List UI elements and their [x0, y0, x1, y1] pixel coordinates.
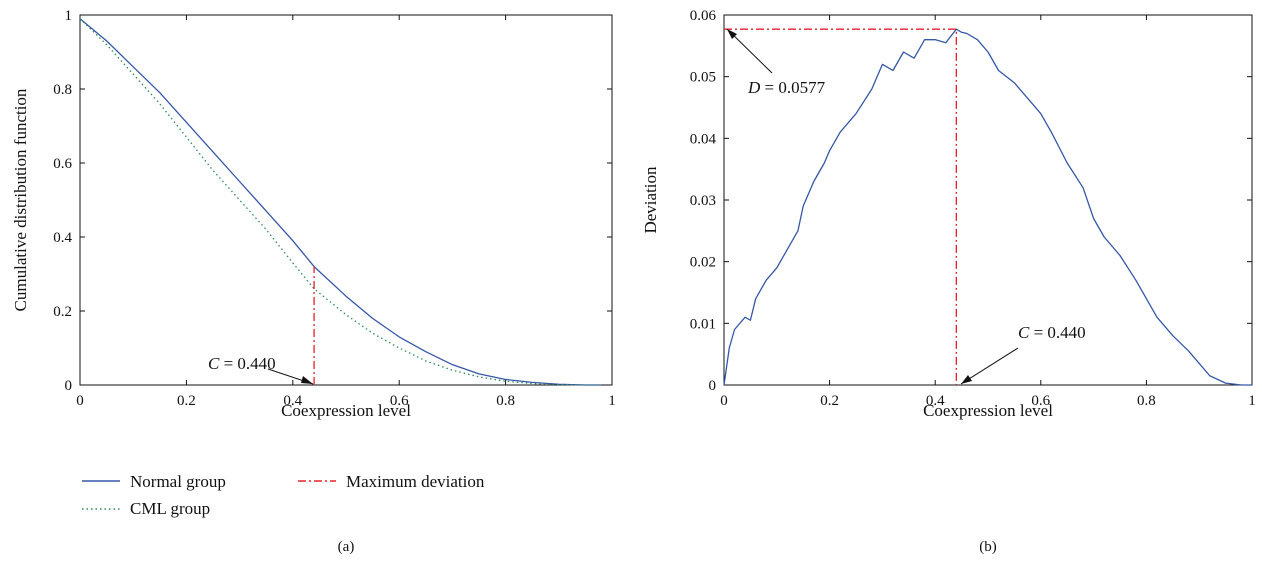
panel-b-annotation-d-arrowhead: [727, 29, 737, 39]
legend-label-cml: CML group: [130, 499, 210, 518]
panel-a-ytick-label: 0.4: [53, 230, 72, 246]
legend-entry-cml: CML group: [82, 499, 210, 518]
panel-a-plot-area: [79, 14, 613, 386]
panel-b-xtick-label: 0.2: [820, 393, 839, 409]
panel-b-xlabel: Coexpression level: [923, 401, 1053, 420]
panel-a-series-cml-group: [79, 18, 602, 386]
panel-b-annotation-c-arrowhead: [961, 375, 972, 384]
panel-a-xtick-label: 0: [76, 393, 84, 409]
panel-b-chart: 0 0.2 0.4 0.6 0.8 100.010.020.030.040.050.06 …: [641, 8, 1256, 555]
panel-b-ytick-label: 0.06: [690, 8, 717, 24]
panel-b-ytick-label: 0.01: [690, 316, 716, 332]
panel-b-xtick-label: 0.6: [1031, 393, 1050, 409]
panel-b-ytick-label: 0.04: [690, 131, 717, 147]
panel-b-annotation-d-text: D = 0.0577: [747, 78, 826, 97]
panel-a-xtick-label: 0.6: [390, 393, 409, 409]
panel-a-ytick-label: 1: [65, 8, 73, 24]
panel-a-xtick-label: 1: [608, 393, 616, 409]
panel-b-ticks: 0 0.2 0.4 0.6 0.8 1 0 0.01 0.02 0.03 0.04 0.05 0.06: [690, 8, 1256, 409]
panel-b-ytick-label: 0.03: [690, 193, 716, 209]
panel-a-series-normal-group: [79, 18, 602, 386]
panel-b-ytick-label: 0: [709, 378, 717, 394]
legend-label-maxdev: Maximum deviation: [346, 472, 485, 491]
panel-b-ylabel: Deviation: [641, 166, 660, 234]
legend-entry-normal: Normal group: [82, 472, 226, 491]
panel-a-label: (a): [338, 539, 355, 555]
panel-a-annotation-c: C = 0.440: [208, 354, 314, 385]
panel-b-annotation-d: D = 0.0577: [726, 28, 826, 97]
legend-entry-maxdev: Maximum deviation: [298, 472, 485, 491]
panel-a-ticks: 0 0.2 0.4 0.6 0.8 1 0 0.2 0.4 0.6 0.8 1: [53, 8, 616, 409]
panel-b-label: (b): [979, 539, 997, 555]
panel-b-xtick-label: 0.8: [1137, 393, 1156, 409]
panel-a-annotation-c-text: C = 0.440: [208, 354, 276, 373]
legend: Normal group CML group Maximum deviation: [82, 472, 485, 518]
panel-a-annotation-c-arrowhead: [301, 376, 313, 384]
panel-b-annotation-c-arrow: [960, 347, 1019, 385]
panel-a-ytick-label: 0.2: [53, 304, 72, 320]
panel-a-xlabel: Coexpression level: [281, 401, 411, 420]
legend-label-normal: Normal group: [130, 472, 226, 491]
panel-b-series: [723, 28, 1252, 386]
panel-b-plot-area: [723, 14, 1253, 386]
panel-b-annotation-c: C = 0.440: [960, 323, 1086, 385]
panel-a-ylabel: Cumulative distribution function: [11, 88, 30, 311]
panel-b-series-maximum-deviation: [724, 28, 957, 385]
panel-b-series-deviation: [723, 28, 1252, 386]
panel-b-xtick-label: 0.4: [926, 393, 945, 409]
panel-a-series: [79, 18, 602, 386]
panel-a-ytick-label: 0.8: [53, 82, 72, 98]
panel-b-xtick-label: 1: [1248, 393, 1256, 409]
panel-b-xtick-label: 0: [720, 393, 728, 409]
panel-b-ytick-label: 0.02: [690, 255, 716, 271]
panel-a-ytick-label: 0: [65, 378, 73, 394]
panel-a-xtick-label: 0.8: [496, 393, 515, 409]
panel-a-xtick-label: 0.4: [283, 393, 302, 409]
panel-a-ytick-label: 0.6: [53, 156, 72, 172]
panel-b-ytick-label: 0.05: [690, 70, 716, 86]
panel-b-annotation-c-text: C = 0.440: [1018, 323, 1086, 342]
panel-a-xtick-label: 0.2: [177, 393, 196, 409]
panel-a-chart: 0 0.2 0.4 0.6 0.8 1 0 0.2 0.4 0.6 0.8 1 Coexpressio…: [11, 8, 616, 555]
